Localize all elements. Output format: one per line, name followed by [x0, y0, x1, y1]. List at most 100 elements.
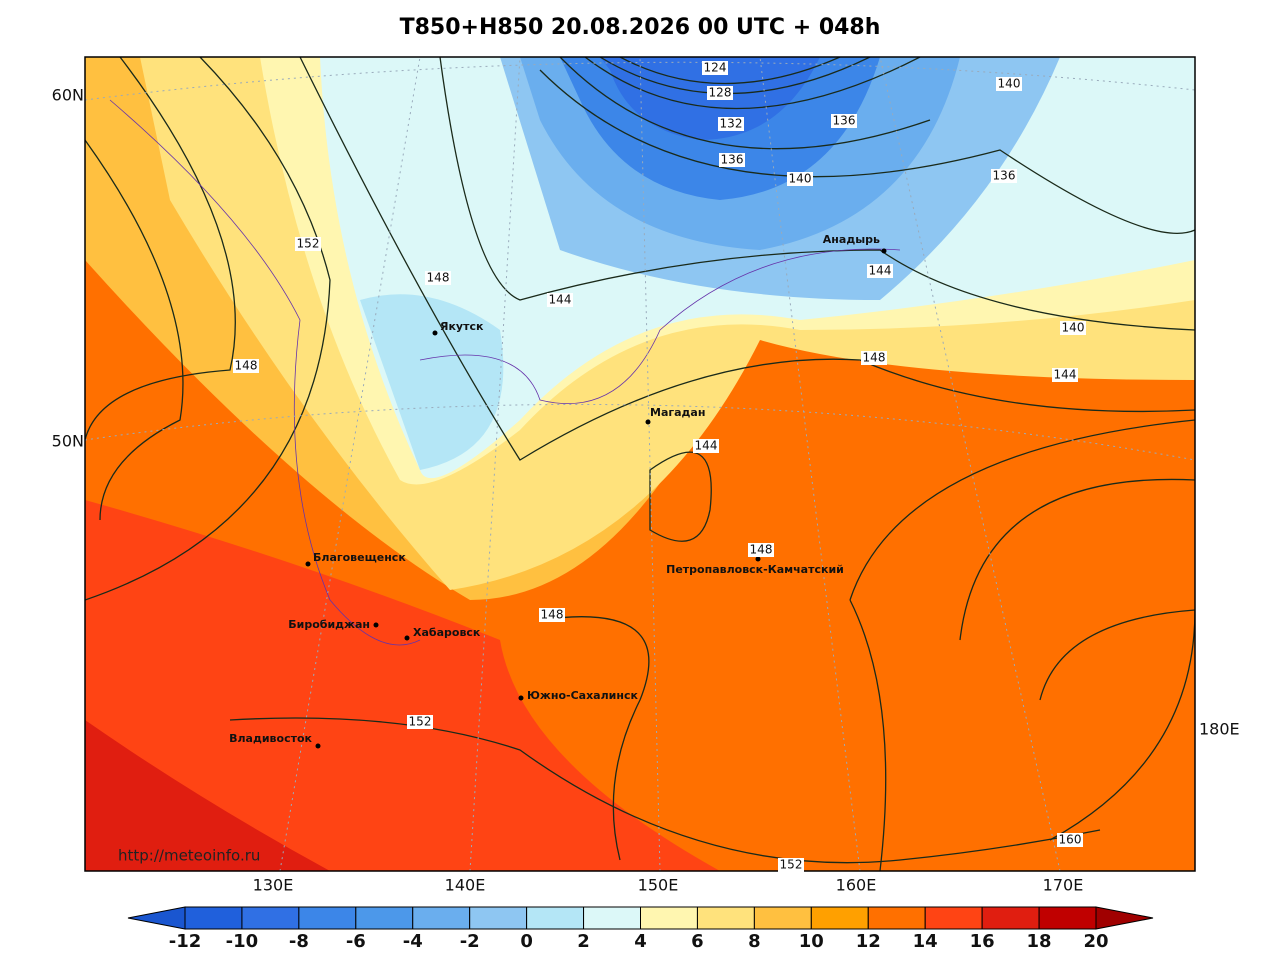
colorbar-label: 12	[856, 931, 881, 952]
colorbar-box	[469, 906, 528, 930]
city-dot	[645, 419, 651, 425]
contour-label-bg	[1060, 321, 1086, 335]
colorbar-box	[298, 906, 357, 930]
contour-label: 140	[789, 172, 812, 186]
contour-label-bg	[748, 543, 774, 557]
contour-label: 148	[541, 608, 564, 622]
city-label: Южно-Сахалинск	[527, 689, 638, 702]
colorbar-box	[810, 906, 869, 930]
city-label: Владивосток	[229, 732, 312, 745]
colorbar-label: -10	[226, 931, 259, 952]
contour-label-bg	[425, 271, 451, 285]
contour-label: 148	[427, 271, 450, 285]
contour-label: 148	[863, 351, 886, 365]
city-label: Хабаровск	[413, 626, 481, 639]
lon-label: 170E	[1043, 876, 1084, 895]
city-dot	[755, 556, 761, 562]
colorbar-box	[867, 906, 926, 930]
colorbar-box	[241, 906, 300, 930]
colorbar-label: 0	[520, 931, 533, 952]
colorbar-label: 16	[970, 931, 995, 952]
lon-label: 150E	[638, 876, 679, 895]
title: T850+H850 20.08.2026 00 UTC + 048h	[400, 15, 881, 40]
city-label: Петропавловск-Камчатский	[666, 563, 844, 576]
colorbar-box	[355, 906, 414, 930]
city-dot	[305, 561, 311, 567]
colorbar-box	[981, 906, 1040, 930]
contour-label-bg	[233, 359, 259, 373]
contour-label: 132	[720, 117, 743, 131]
city-label: Якутск	[440, 320, 484, 333]
city-dot	[315, 743, 321, 749]
contour-label-bg	[867, 264, 893, 278]
contour-label-bg	[1052, 368, 1078, 382]
contour-label-bg	[539, 608, 565, 622]
contour-label: 140	[1062, 321, 1085, 335]
colorbar-label: 2	[577, 931, 590, 952]
contour-label-bg	[1057, 833, 1083, 847]
contour-label: 144	[549, 293, 572, 307]
city-dot	[432, 330, 438, 336]
colorbar-label: 6	[691, 931, 704, 952]
contour-label: 144	[695, 439, 718, 453]
contour-label-bg	[718, 117, 744, 131]
colorbar-box	[412, 906, 471, 930]
contour-label: 124	[704, 61, 727, 75]
colorbar-box	[924, 906, 983, 930]
map-frame	[84, 56, 1196, 872]
contour-label-bg	[295, 237, 321, 251]
colorbar-box	[753, 906, 812, 930]
contour-label: 148	[750, 543, 773, 557]
contour-label: 152	[297, 237, 320, 251]
contour-label: 136	[993, 169, 1016, 183]
lat-label: 60N	[52, 86, 84, 105]
colorbar-label: 4	[634, 931, 647, 952]
colorbar-label: 18	[1027, 931, 1052, 952]
contour-label: 148	[235, 359, 258, 373]
contour-label: 152	[780, 858, 803, 872]
colorbar-label: 20	[1083, 931, 1108, 952]
colorbar-box	[184, 906, 243, 930]
city-dot	[404, 635, 410, 641]
city-dot	[881, 248, 887, 254]
contour-label-bg	[702, 61, 728, 75]
contour-label-bg	[547, 293, 573, 307]
contour-label: 152	[409, 715, 432, 729]
colorbar-label: -6	[346, 931, 366, 952]
city-label: Анадырь	[823, 233, 880, 246]
contour-label-bg	[407, 715, 433, 729]
lat-label: 50N	[52, 432, 84, 451]
city-dot	[518, 695, 524, 701]
contour-label: 160	[1059, 833, 1082, 847]
lon-label: 180E	[1199, 720, 1240, 739]
map-field	[85, 57, 1195, 871]
contour-label: 136	[833, 114, 856, 128]
colorbar-label: 8	[748, 931, 761, 952]
contour-label: 140	[998, 77, 1021, 91]
colorbar-box	[526, 906, 585, 930]
contour-label-bg	[861, 351, 887, 365]
city-dot	[373, 622, 379, 628]
contour-label-bg	[996, 77, 1022, 91]
lon-label: 130E	[253, 876, 294, 895]
colorbar-under	[127, 906, 186, 930]
contour-label-bg	[707, 86, 733, 100]
colorbar-label: -8	[289, 931, 309, 952]
credit: http://meteoinfo.ru	[118, 847, 260, 865]
contour-label-bg	[991, 169, 1017, 183]
contour-label: 128	[709, 86, 732, 100]
city-label: Благовещенск	[313, 551, 406, 564]
contour-label: 136	[721, 153, 744, 167]
colorbar-label: -4	[403, 931, 423, 952]
contour-label-bg	[831, 114, 857, 128]
colorbar-over	[1095, 906, 1154, 930]
lon-label: 160E	[836, 876, 877, 895]
contour-label: 144	[869, 264, 892, 278]
colorbar-label: 10	[799, 931, 824, 952]
colorbar-label: -2	[460, 931, 480, 952]
colorbar-box	[583, 906, 641, 930]
city-label: Магадан	[650, 406, 705, 419]
contour-label-bg	[778, 858, 804, 872]
contour-label: 144	[1054, 368, 1077, 382]
